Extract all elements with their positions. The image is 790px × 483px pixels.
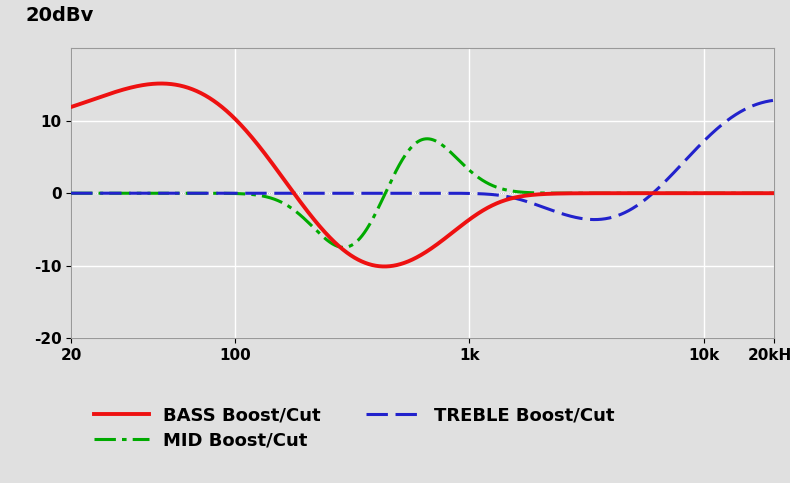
MID Boost/Cut xyxy=(769,190,779,196)
BASS Boost/Cut xyxy=(621,190,630,196)
Line: TREBLE Boost/Cut: TREBLE Boost/Cut xyxy=(71,100,774,220)
TREBLE Boost/Cut xyxy=(589,217,599,223)
TREBLE Boost/Cut xyxy=(66,190,76,196)
BASS Boost/Cut xyxy=(409,256,419,262)
BASS Boost/Cut xyxy=(66,104,76,110)
Line: MID Boost/Cut: MID Boost/Cut xyxy=(71,139,774,247)
MID Boost/Cut xyxy=(423,136,432,142)
TREBLE Boost/Cut xyxy=(749,102,758,108)
BASS Boost/Cut xyxy=(390,263,400,269)
TREBLE Boost/Cut xyxy=(769,98,779,103)
Line: BASS Boost/Cut: BASS Boost/Cut xyxy=(71,84,774,267)
TREBLE Boost/Cut xyxy=(750,102,759,108)
MID Boost/Cut xyxy=(102,190,111,196)
TREBLE Boost/Cut xyxy=(408,190,418,196)
MID Boost/Cut xyxy=(621,190,630,196)
MID Boost/Cut xyxy=(408,142,418,148)
TREBLE Boost/Cut xyxy=(620,210,630,215)
BASS Boost/Cut xyxy=(769,190,779,196)
BASS Boost/Cut xyxy=(750,190,759,196)
MID Boost/Cut xyxy=(390,171,400,177)
TREBLE Boost/Cut xyxy=(102,190,111,196)
Legend: BASS Boost/Cut, MID Boost/Cut, TREBLE Boost/Cut: BASS Boost/Cut, MID Boost/Cut, TREBLE Bo… xyxy=(87,399,622,457)
MID Boost/Cut xyxy=(339,244,348,250)
BASS Boost/Cut xyxy=(156,81,166,86)
BASS Boost/Cut xyxy=(380,264,389,270)
TREBLE Boost/Cut xyxy=(389,190,399,196)
MID Boost/Cut xyxy=(750,190,759,196)
BASS Boost/Cut xyxy=(750,190,759,196)
BASS Boost/Cut xyxy=(102,92,111,98)
MID Boost/Cut xyxy=(750,190,759,196)
Text: 20dBv: 20dBv xyxy=(25,6,94,25)
MID Boost/Cut xyxy=(66,190,76,196)
